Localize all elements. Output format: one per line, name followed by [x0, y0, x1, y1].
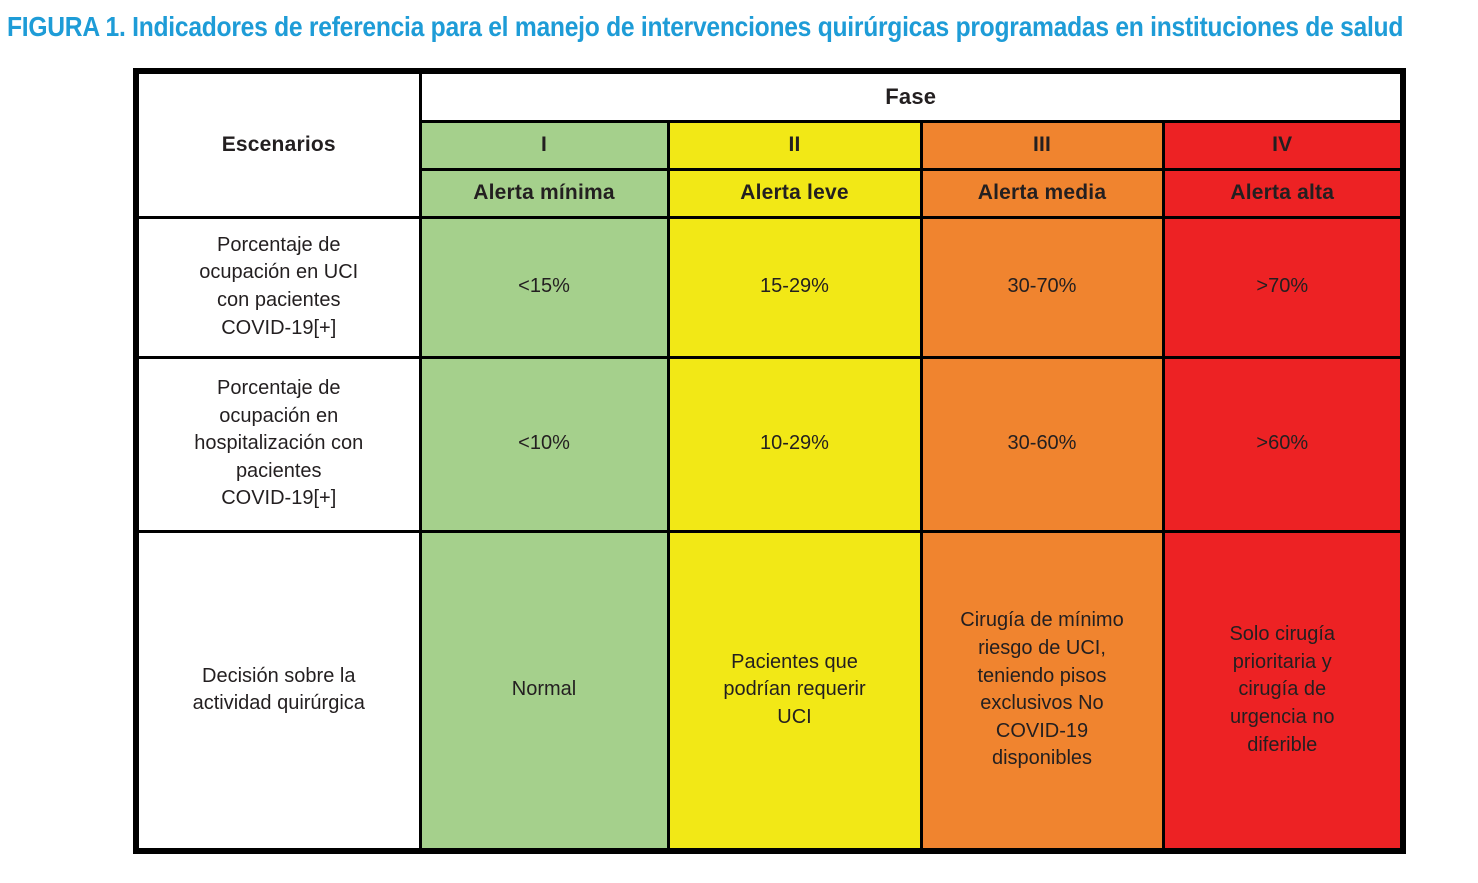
cell-decision-phase-3: Cirugía de mínimo riesgo de UCI, teniend…: [919, 529, 1165, 853]
phase-1-alert-label: Alerta mínima: [418, 167, 670, 219]
figure-title: FIGURA 1. Indicadores de referencia para…: [7, 11, 1403, 43]
phase-3-numeral: III: [919, 119, 1165, 171]
cell-uci-phase-2: 15-29%: [666, 215, 923, 359]
cell-decision-phase-2: Pacientes que podrían requerir UCI: [666, 529, 923, 853]
cell-uci-phase-1: <15%: [418, 215, 670, 359]
row-hospitalization-label: Porcentaje de ocupación en hospitalizaci…: [134, 355, 422, 533]
phase-2-numeral: II: [666, 119, 923, 171]
cell-hosp-phase-1: <10%: [418, 355, 670, 533]
cell-uci-phase-4: >70%: [1161, 215, 1405, 359]
cell-decision-phase-4: Solo cirugía prioritaria y cirugía de ur…: [1161, 529, 1405, 853]
phase-4-numeral: IV: [1161, 119, 1405, 171]
figure-label: FIGURA 1.: [7, 11, 126, 42]
header-row-alerts: Alerta mínima Alerta leve Alerta media A…: [136, 167, 1405, 219]
group-header-fase: Fase: [418, 69, 1405, 123]
row-surgical-decision-label: Decisión sobre la actividad quirúrgica: [134, 529, 422, 853]
header-row-numerals: I II III IV: [136, 119, 1405, 171]
cell-uci-phase-3: 30-70%: [919, 215, 1165, 359]
cell-hosp-phase-4: >60%: [1161, 355, 1405, 533]
phase-2-alert-label: Alerta leve: [666, 167, 923, 219]
cell-decision-phase-1: Normal: [418, 529, 670, 853]
figure-title-text: Indicadores de referencia para el manejo…: [132, 11, 1404, 42]
corner-header-escenarios: Escenarios: [134, 69, 422, 219]
cell-hosp-phase-2: 10-29%: [666, 355, 923, 533]
phase-3-alert-label: Alerta media: [919, 167, 1165, 219]
cell-hosp-phase-3: 30-60%: [919, 355, 1165, 533]
phase-1-numeral: I: [418, 119, 670, 171]
row-hospitalization-occupancy: Porcentaje de ocupación en hospitalizaci…: [134, 355, 1405, 533]
row-uci-occupancy-label: Porcentaje de ocupación en UCI con pacie…: [134, 215, 422, 359]
indicator-table: Escenarios Fase I II III IV Alerta mínim…: [133, 68, 1406, 854]
phase-4-alert-label: Alerta alta: [1161, 167, 1405, 219]
header-row-fase: Escenarios Fase: [134, 69, 1405, 219]
row-uci-occupancy: Porcentaje de ocupación en UCI con pacie…: [134, 215, 1405, 359]
row-surgical-decision: Decisión sobre la actividad quirúrgica N…: [134, 529, 1405, 853]
